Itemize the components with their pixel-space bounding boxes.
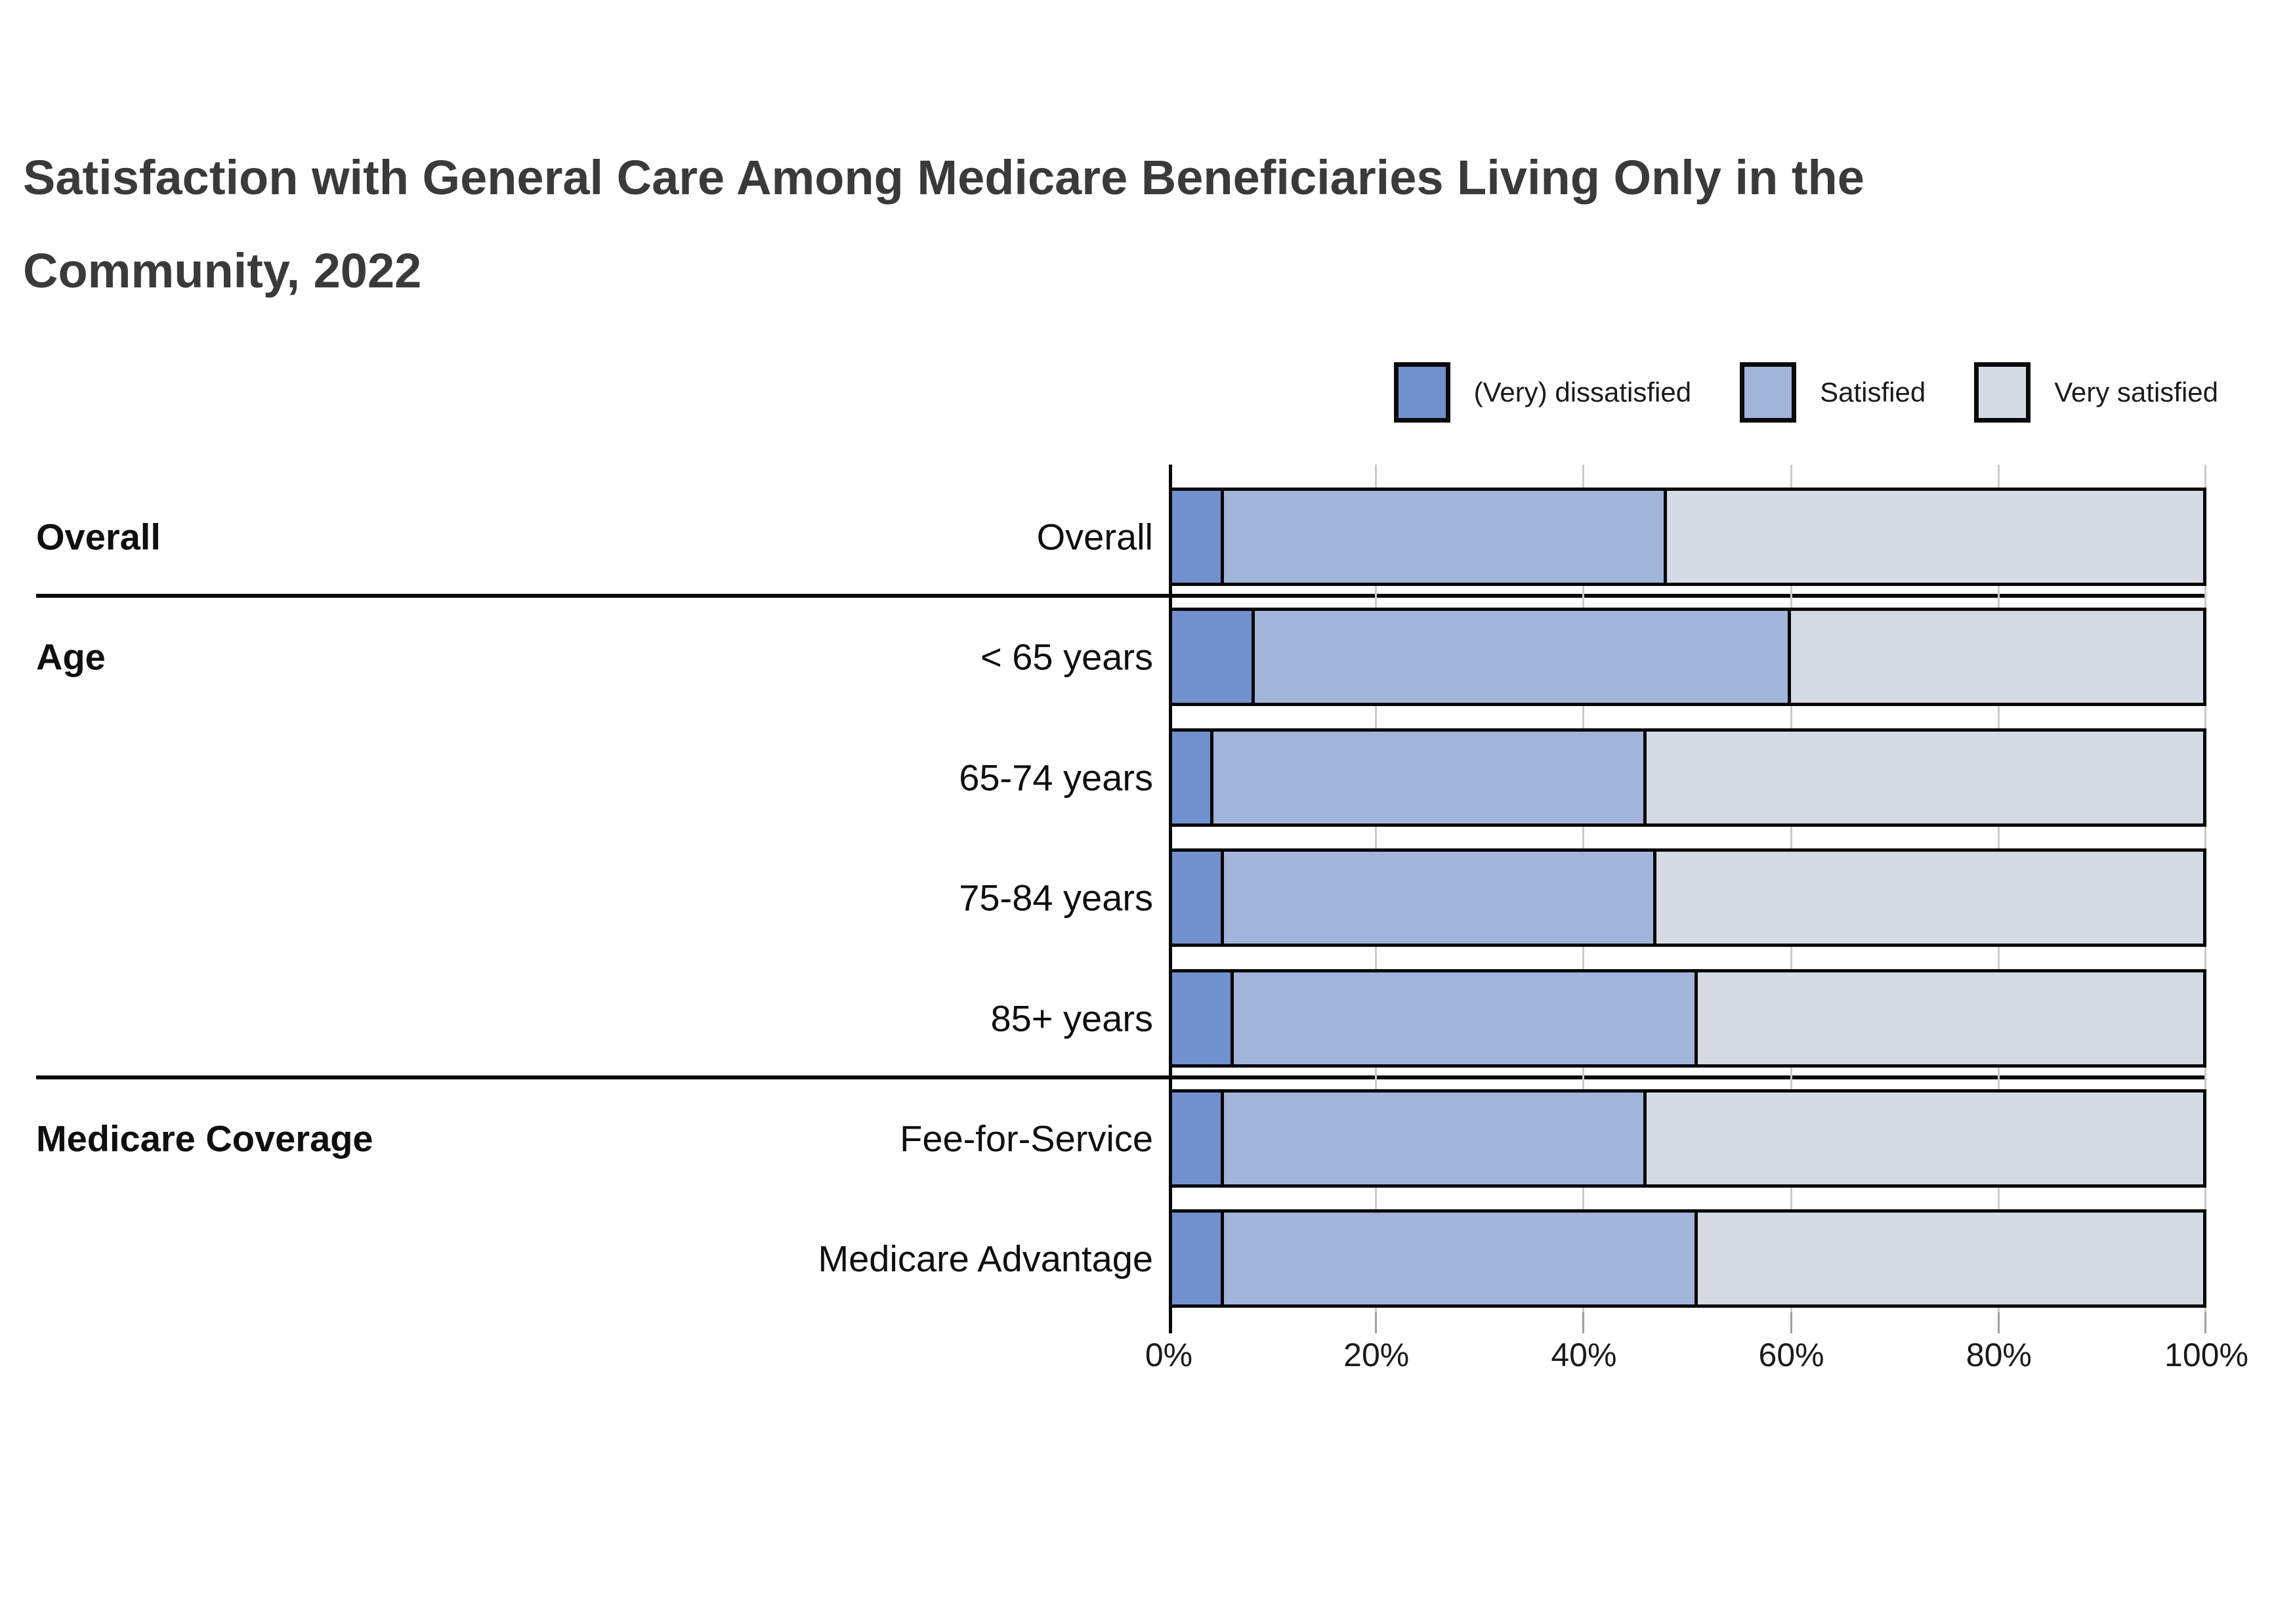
- bar-segment-satisfied: [1223, 852, 1657, 944]
- bar-segment-dissatisfied: [1172, 852, 1224, 944]
- bar-segment-satisfied: [1213, 732, 1647, 823]
- bar-segment-satisfied: [1234, 972, 1698, 1064]
- bar-segment-very-satisfied: [1646, 732, 2203, 823]
- group-label-medicare-coverage: Medicare Coverage: [36, 1117, 373, 1159]
- bar-segment-dissatisfied: [1172, 491, 1224, 583]
- group-separator-medicare-coverage: [36, 1075, 2206, 1079]
- row-label-overall: Overall: [1036, 516, 1153, 558]
- bar-segment-satisfied: [1223, 1213, 1698, 1304]
- bar-overall: [1169, 488, 2206, 586]
- row-label-fee-for-service: Fee-for-Service: [900, 1117, 1153, 1159]
- legend-label-dissatisfied: (Very) dissatisfied: [1473, 377, 1692, 407]
- row-label-under-65: < 65 years: [980, 636, 1153, 678]
- legend-label-satisfied: Satisfied: [1820, 377, 1926, 407]
- axis-tick-0: [1169, 1312, 1172, 1333]
- page-title-line-1: Satisfaction with General Care Among Med…: [23, 150, 1864, 205]
- axis-tick-20: [1375, 1312, 1378, 1333]
- bar-segment-satisfied: [1254, 611, 1791, 703]
- axis-tick-80: [1997, 1312, 2000, 1333]
- page-title: Satisfaction with General Care Among Med…: [23, 131, 2241, 318]
- legend-item-satisfied: Satisfied: [1740, 362, 1926, 423]
- x-axis: 0% 20% 40% 60% 80% 100%: [1145, 1336, 2248, 1382]
- row-label-75-84: 75-84 years: [959, 877, 1153, 919]
- axis-tick-100: [2204, 1312, 2206, 1333]
- bar-segment-dissatisfied: [1172, 611, 1255, 703]
- bar-segment-very-satisfied: [1698, 972, 2203, 1064]
- bar-85-plus: [1169, 969, 2206, 1068]
- legend-swatch-dissatisfied: [1393, 362, 1450, 423]
- bar-75-84: [1169, 848, 2206, 947]
- legend-label-very-satisfied: Very satisfied: [2054, 377, 2218, 407]
- x-tick-label-80: 80%: [1966, 1337, 2032, 1373]
- axis-tick-40: [1582, 1312, 1585, 1333]
- bar-segment-very-satisfied: [1790, 611, 2203, 703]
- bar-segment-dissatisfied: [1172, 732, 1213, 823]
- x-tick-label-100: 100%: [2164, 1337, 2248, 1373]
- group-separator-age: [36, 594, 2206, 598]
- row-label-65-74: 65-74 years: [959, 757, 1153, 799]
- bar-segment-very-satisfied: [1656, 852, 2203, 944]
- bar-fee-for-service: [1169, 1089, 2206, 1188]
- bar-segment-very-satisfied: [1646, 1093, 2203, 1184]
- bar-segment-very-satisfied: [1667, 491, 2203, 583]
- axis-tick-60: [1790, 1312, 1792, 1333]
- bar-medicare-advantage: [1169, 1209, 2206, 1308]
- x-tick-label-40: 40%: [1551, 1337, 1617, 1373]
- bar-segment-satisfied: [1223, 491, 1668, 583]
- bar-segment-dissatisfied: [1172, 972, 1234, 1064]
- legend-item-very-satisfied: Very satisfied: [1974, 362, 2218, 423]
- bar-65-74: [1169, 728, 2206, 827]
- row-label-85-plus: 85+ years: [990, 997, 1154, 1039]
- legend-item-dissatisfied: (Very) dissatisfied: [1393, 362, 1692, 423]
- group-label-overall: Overall: [36, 516, 161, 558]
- row-label-medicare-advantage: Medicare Advantage: [818, 1238, 1153, 1280]
- bar-segment-satisfied: [1223, 1093, 1647, 1184]
- page-title-line-2: Community, 2022: [23, 243, 422, 298]
- x-tick-label-60: 60%: [1758, 1337, 1824, 1373]
- legend: (Very) dissatisfied Satisfied Very satis…: [1393, 362, 2218, 423]
- group-label-age: Age: [36, 636, 106, 678]
- x-tick-label-0: 0%: [1145, 1337, 1193, 1373]
- x-tick-label-20: 20%: [1343, 1337, 1410, 1373]
- plot-area: [1169, 465, 2206, 1333]
- legend-swatch-very-satisfied: [1974, 362, 2031, 423]
- bar-segment-dissatisfied: [1172, 1213, 1224, 1304]
- bar-under-65: [1169, 608, 2206, 706]
- bar-segment-dissatisfied: [1172, 1093, 1224, 1184]
- bar-segment-very-satisfied: [1698, 1213, 2203, 1304]
- legend-swatch-satisfied: [1740, 362, 1797, 423]
